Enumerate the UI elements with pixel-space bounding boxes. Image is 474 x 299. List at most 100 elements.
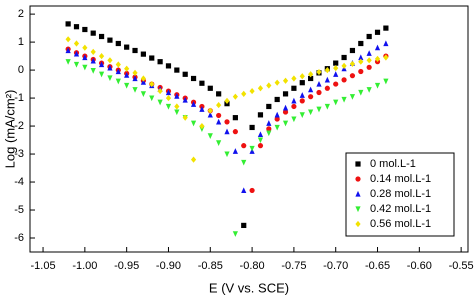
data-point [82, 26, 88, 33]
data-point [232, 231, 238, 237]
y-tick-label: 2 [18, 8, 24, 20]
data-point [349, 94, 356, 100]
data-point [282, 77, 289, 84]
legend-box [345, 152, 455, 237]
data-point [140, 75, 146, 82]
data-point [291, 97, 297, 104]
data-point [182, 71, 188, 77]
data-point [182, 114, 188, 121]
data-point [374, 55, 381, 62]
x-tick-label: -0.80 [240, 260, 265, 272]
data-point [358, 89, 364, 96]
data-point [274, 116, 280, 122]
data-point [324, 76, 330, 83]
legend-label: 0 mol.L-1 [370, 158, 416, 170]
data-point [299, 98, 305, 104]
data-point [266, 130, 272, 137]
data-point [341, 96, 347, 103]
data-point [98, 71, 105, 78]
data-point [316, 89, 322, 96]
data-point [358, 58, 364, 65]
data-point [165, 103, 172, 110]
x-tick-label: -0.60 [407, 260, 432, 272]
data-point [299, 112, 305, 118]
data-point [333, 81, 339, 87]
x-tick-label: -0.70 [323, 260, 348, 272]
data-point [224, 151, 230, 158]
data-point [165, 89, 172, 96]
data-point [266, 103, 272, 110]
data-point [107, 57, 113, 64]
legend-label: 0.28 mol.L-1 [370, 188, 431, 200]
data-point [358, 54, 364, 61]
plot-frame [29, 5, 469, 253]
data-point [374, 82, 381, 89]
data-point [174, 103, 180, 110]
data-point [241, 222, 247, 229]
data-point [73, 40, 80, 47]
data-point [224, 119, 230, 125]
y-tick-label: -3 [14, 148, 24, 160]
data-point [224, 128, 230, 135]
data-point [207, 85, 213, 91]
data-point [291, 103, 297, 110]
data-point [358, 40, 364, 47]
data-point [308, 86, 314, 93]
data-point [199, 106, 205, 112]
legend-label: 0.42 mol.L-1 [370, 203, 431, 215]
data-point [182, 96, 188, 103]
data-point [241, 159, 247, 166]
data-point [149, 95, 155, 102]
data-point [316, 80, 322, 87]
data-point [165, 94, 172, 102]
data-point [274, 96, 280, 103]
data-point [132, 75, 138, 82]
data-point [349, 73, 356, 79]
legend-marker [355, 161, 361, 167]
data-point [90, 57, 96, 64]
data-point [190, 156, 197, 163]
data-point [282, 91, 289, 97]
data-point [115, 78, 121, 85]
data-point [241, 187, 247, 194]
data-point [316, 106, 322, 113]
data-point [216, 112, 222, 119]
data-point [124, 72, 130, 78]
data-point [249, 124, 255, 131]
x-tick-label: -0.65 [365, 260, 390, 272]
data-point [232, 115, 238, 121]
data-point [374, 44, 381, 51]
data-point [366, 50, 372, 56]
data-point [140, 91, 146, 97]
data-point [115, 40, 121, 47]
data-point [308, 109, 314, 116]
data-point [291, 85, 297, 91]
data-point [65, 36, 71, 43]
data-point [207, 111, 213, 118]
legend-marker [355, 176, 361, 182]
data-point [299, 73, 305, 80]
data-point [274, 79, 280, 86]
data-point [333, 71, 339, 77]
y-tick-label: 0 [18, 64, 24, 76]
data-point [98, 52, 105, 60]
data-point [266, 82, 272, 89]
data-point [291, 75, 297, 82]
data-point [299, 80, 305, 86]
data-point [174, 109, 180, 116]
data-point [107, 37, 113, 43]
data-point [132, 87, 138, 93]
data-point [190, 75, 197, 82]
x-axis-title: E (V vs. SCE) [209, 280, 289, 295]
data-point [174, 67, 180, 73]
data-point [316, 68, 322, 76]
data-point [216, 140, 222, 146]
data-point [383, 78, 389, 85]
data-point [65, 21, 71, 27]
data-point [241, 143, 247, 149]
data-point [199, 122, 205, 130]
x-tick-label: -0.75 [281, 260, 306, 272]
data-point [341, 62, 347, 69]
